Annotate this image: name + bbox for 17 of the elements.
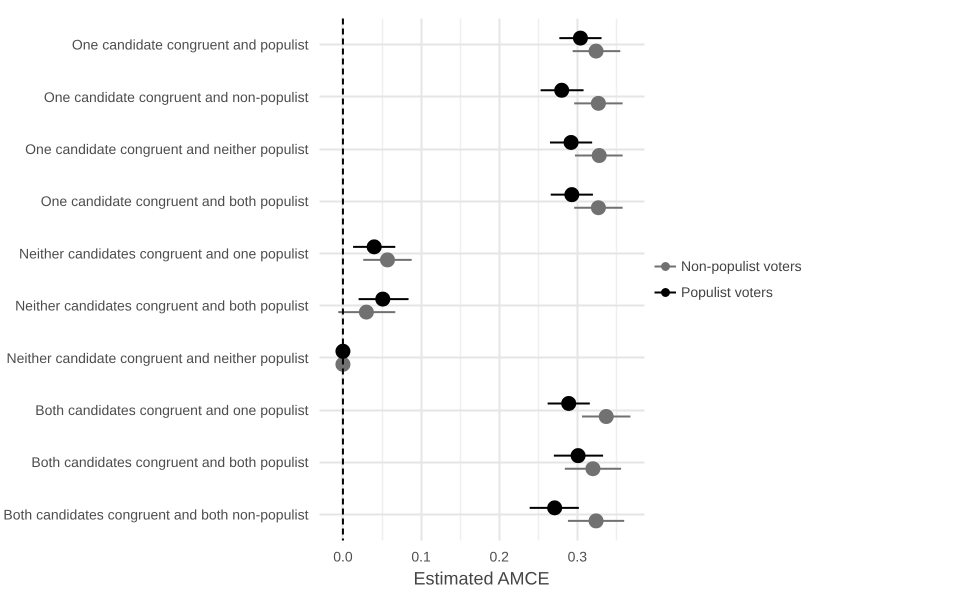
y-tick-label: Neither candidate congruent and neither populist [6, 350, 309, 366]
y-tick-label: Both candidates congruent and one populist [35, 402, 309, 418]
legend-label: Populist voters [681, 284, 773, 300]
y-tick-label: One candidate congruent and non-populist [44, 88, 309, 105]
legend-label: Non-populist voters [681, 258, 802, 274]
x-tick-label: 0.3 [568, 548, 588, 564]
x-axis-title: Estimated AMCE [413, 568, 550, 588]
y-tick-label: One candidate congruent and populist [72, 36, 309, 53]
y-tick-label: Both candidates congruent and both populist [31, 454, 309, 470]
x-tick-label: 0.1 [411, 548, 432, 564]
x-tick-label: 0.0 [333, 548, 353, 564]
x-tick-label: 0.2 [489, 548, 510, 564]
y-tick-label: One candidate congruent and neither populist [25, 141, 309, 157]
y-tick-label: Both candidates congruent and both non-populist [3, 506, 309, 522]
y-tick-label: Neither candidates congruent and one populist [18, 245, 309, 262]
y-tick-label: Neither candidates congruent and both populist [15, 298, 309, 314]
y-tick-label: One candidate congruent and both populist [40, 193, 309, 210]
